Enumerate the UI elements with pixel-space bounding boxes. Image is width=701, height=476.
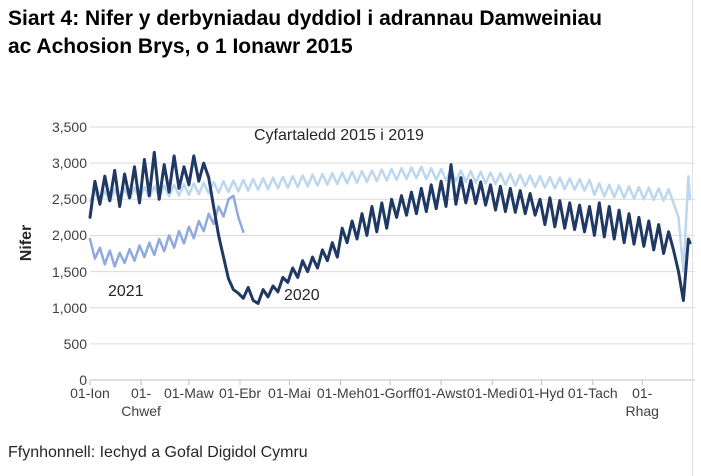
x-tick-label: 01-Gorff (364, 385, 416, 401)
chart-title: Siart 4: Nifer y derbyniadau dyddiol i a… (8, 7, 602, 58)
x-tick-label: 01-Mai (268, 385, 311, 401)
x-tick-label: 01-Hyd (519, 385, 565, 401)
y-tick-label: 2,500 (51, 191, 87, 208)
series-label-average: Cyfartaledd 2015 i 2019 (254, 127, 424, 144)
x-tick-label: 01-Ion (70, 385, 110, 401)
source-note: Ffynhonnell: Iechyd a Gofal Digidol Cymr… (8, 444, 308, 461)
x-tick-label: 01-Chwef (121, 385, 161, 419)
x-tick-label: 01-Rhag (625, 385, 659, 419)
series-line-2020 (88, 150, 692, 305)
series-line-2021 (88, 194, 245, 268)
x-tick-label: 01-Awst (415, 385, 467, 401)
y-tick-label: 3,000 (51, 155, 87, 172)
x-tick-label: 01-Meh (316, 385, 365, 401)
x-tick-label: 01-Medi (466, 385, 518, 401)
y-tick-label: 0 (79, 372, 87, 388)
series-label-2021: 2021 (108, 283, 144, 300)
series-label-2020: 2020 (284, 287, 320, 304)
y-tick-label: 500 (63, 335, 87, 352)
x-tick-label: 01-Ebr (218, 385, 262, 401)
y-tick-label: 1,500 (51, 263, 87, 280)
x-tick-label: 01-Tach (567, 385, 618, 401)
y-tick-label: 1,000 (51, 299, 87, 316)
series-line-cyfartaledd-2015-2019 (88, 165, 692, 273)
page-right-border (692, 0, 693, 476)
x-tick-label: 01-Maw (163, 385, 214, 401)
y-tick-label: 3,500 (51, 119, 87, 135)
y-tick-label: 2,000 (51, 227, 87, 244)
